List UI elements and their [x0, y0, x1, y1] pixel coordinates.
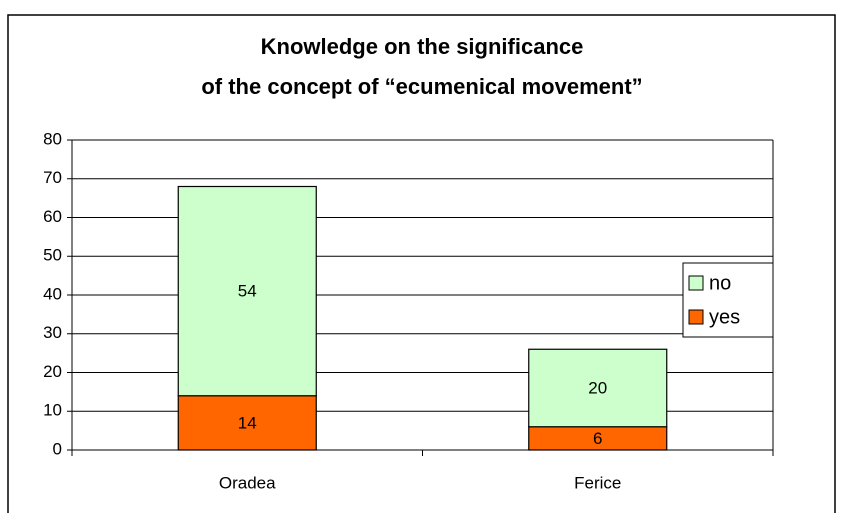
y-tick-label: 30 [43, 323, 62, 342]
y-tick-label: 0 [53, 439, 62, 458]
bar-segment [528, 348, 668, 428]
legend-swatch [688, 309, 704, 325]
data-label: 14 [238, 413, 257, 432]
y-tick-label: 70 [43, 168, 62, 187]
x-tick-label: Ferice [574, 473, 621, 492]
y-tick-label: 10 [43, 401, 62, 420]
x-tick-label: Oradea [219, 473, 276, 492]
legend-box [682, 262, 774, 338]
chart-title: Knowledge on the significance [261, 34, 584, 59]
y-tick-label: 40 [43, 284, 62, 303]
legend-swatch [688, 275, 704, 291]
y-tick-label: 60 [43, 207, 62, 226]
bar-segment [177, 185, 317, 397]
bar-segment [177, 395, 317, 451]
y-tick-label: 80 [43, 129, 62, 148]
legend-label: no [709, 272, 731, 294]
data-label: 54 [238, 282, 257, 301]
y-tick-label: 50 [43, 246, 62, 265]
chart-title: of the concept of “ecumenical movement” [201, 74, 642, 99]
data-label: 6 [593, 429, 602, 448]
y-tick-label: 20 [43, 362, 62, 381]
legend-label: yes [709, 306, 740, 328]
data-label: 20 [588, 378, 607, 397]
